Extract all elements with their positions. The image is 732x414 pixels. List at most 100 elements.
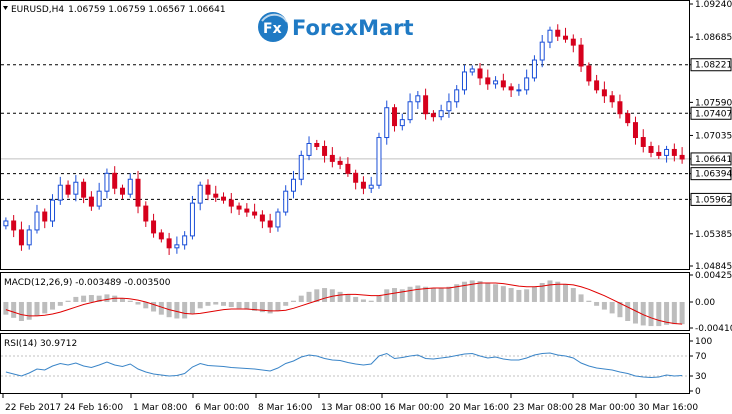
candle-body[interactable]: [96, 190, 102, 207]
candle-body[interactable]: [531, 59, 537, 79]
candle-body[interactable]: [88, 196, 94, 207]
candle-body[interactable]: [298, 154, 304, 180]
candle-body[interactable]: [438, 110, 444, 118]
macd-histogram-bar: [135, 301, 141, 305]
candle-body[interactable]: [158, 232, 164, 240]
candle-body[interactable]: [345, 163, 351, 174]
macd-histogram-bar: [563, 284, 569, 302]
candle-body[interactable]: [189, 202, 195, 237]
candle-body[interactable]: [656, 151, 662, 156]
symbol-label: EURUSD,H4 1.06759 1.06759 1.06567 1.06641: [11, 5, 226, 15]
candle-body[interactable]: [664, 148, 670, 156]
candle-body[interactable]: [539, 41, 545, 61]
candle-body[interactable]: [3, 220, 9, 227]
price-panel[interactable]: [1, 24, 689, 255]
candle-body[interactable]: [563, 35, 569, 40]
rsi-panel[interactable]: [1, 352, 689, 379]
candle-body[interactable]: [477, 68, 483, 79]
candle-body[interactable]: [671, 148, 677, 156]
candle-body[interactable]: [314, 142, 320, 147]
candle-body[interactable]: [578, 44, 584, 67]
candle-body[interactable]: [65, 184, 71, 195]
candle-body[interactable]: [26, 229, 32, 246]
candle-body[interactable]: [213, 193, 219, 198]
candle-body[interactable]: [259, 214, 265, 222]
candle-body[interactable]: [392, 107, 398, 127]
candle-body[interactable]: [508, 86, 514, 91]
candle-body[interactable]: [42, 211, 48, 222]
candle-body[interactable]: [221, 196, 227, 201]
symbol-dropdown-icon[interactable]: [3, 6, 8, 10]
candle-body[interactable]: [166, 238, 172, 249]
candle-body[interactable]: [555, 29, 561, 37]
candle-body[interactable]: [446, 101, 452, 112]
candle-body[interactable]: [337, 160, 343, 165]
candle-body[interactable]: [143, 205, 149, 222]
candle-body[interactable]: [104, 172, 110, 192]
candle-body[interactable]: [360, 181, 366, 189]
candle-body[interactable]: [570, 38, 576, 46]
candle-body[interactable]: [640, 137, 646, 147]
candle-body[interactable]: [81, 181, 87, 198]
candle-body[interactable]: [73, 181, 79, 195]
candle-body[interactable]: [182, 235, 188, 246]
candle-body[interactable]: [236, 205, 242, 210]
candle-body[interactable]: [648, 145, 654, 153]
candle-body[interactable]: [594, 80, 600, 91]
candle-body[interactable]: [415, 95, 421, 103]
candle-body[interactable]: [368, 184, 374, 189]
candle-body[interactable]: [516, 89, 522, 92]
candle-body[interactable]: [461, 71, 467, 91]
candle-body[interactable]: [493, 80, 499, 85]
macd-histogram-bar: [664, 301, 670, 325]
candle-body[interactable]: [423, 95, 429, 115]
candle-body[interactable]: [290, 178, 296, 192]
candle-body[interactable]: [228, 199, 234, 207]
candle-body[interactable]: [485, 77, 491, 85]
macd-panel[interactable]: [3, 280, 685, 327]
candle-body[interactable]: [376, 137, 382, 186]
candle-body[interactable]: [57, 184, 63, 201]
candle-body[interactable]: [127, 178, 133, 195]
candle-body[interactable]: [500, 80, 506, 88]
candle-body[interactable]: [601, 89, 607, 97]
macd-histogram-bar: [423, 286, 429, 302]
candle-body[interactable]: [275, 211, 281, 228]
candle-body[interactable]: [112, 172, 118, 189]
candle-body[interactable]: [524, 77, 530, 91]
candle-body[interactable]: [430, 113, 436, 118]
candle-body[interactable]: [174, 244, 180, 249]
candle-body[interactable]: [407, 101, 413, 121]
candle-body[interactable]: [283, 190, 289, 213]
candle-body[interactable]: [399, 119, 405, 127]
candle-body[interactable]: [119, 187, 125, 195]
candle-body[interactable]: [632, 122, 638, 139]
candle-body[interactable]: [205, 184, 211, 195]
candle-body[interactable]: [586, 65, 592, 82]
candle-body[interactable]: [547, 29, 553, 43]
candle-body[interactable]: [18, 229, 24, 246]
candle-body[interactable]: [267, 220, 273, 228]
candle-body[interactable]: [454, 89, 460, 103]
candle-body[interactable]: [353, 172, 359, 183]
candle-body[interactable]: [50, 199, 56, 222]
candle-body[interactable]: [617, 101, 623, 115]
macd-histogram-bar: [259, 301, 265, 313]
candle-body[interactable]: [244, 208, 250, 213]
candle-body[interactable]: [135, 178, 141, 207]
candle-body[interactable]: [252, 211, 258, 216]
candle-body[interactable]: [384, 107, 390, 139]
candle-body[interactable]: [306, 142, 312, 156]
candle-body[interactable]: [679, 154, 685, 160]
candle-body[interactable]: [609, 95, 615, 103]
candle-body[interactable]: [322, 145, 328, 156]
candle-body[interactable]: [197, 184, 203, 204]
candle-body[interactable]: [469, 68, 475, 73]
macd-histogram-bar: [625, 301, 631, 322]
candle-body[interactable]: [625, 113, 631, 124]
candle-body[interactable]: [11, 220, 17, 231]
candle-body[interactable]: [329, 154, 335, 162]
candle-body[interactable]: [34, 211, 40, 231]
candle-body[interactable]: [151, 220, 157, 234]
